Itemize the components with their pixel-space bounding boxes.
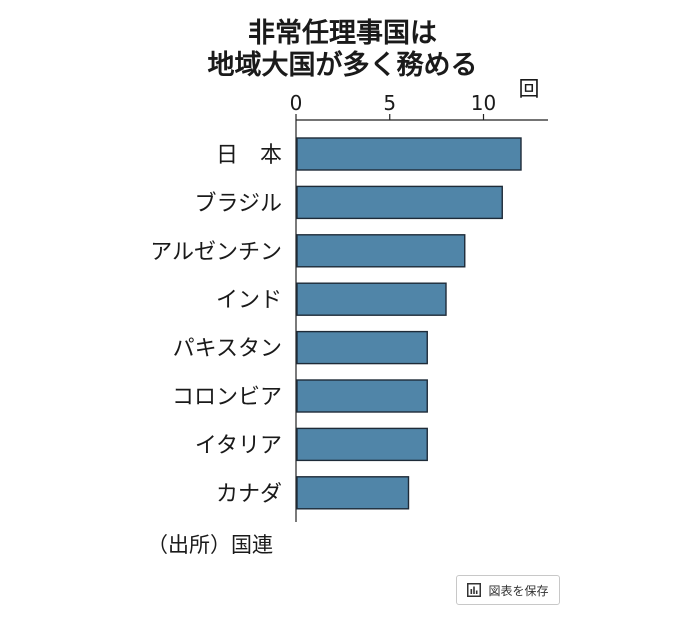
x-tick-label: 0: [290, 91, 303, 115]
save-chart-button[interactable]: 図表を保存: [456, 575, 560, 605]
category-label-7: カナダ: [216, 482, 282, 507]
bar-chart-icon: [467, 583, 482, 597]
bar-4: [296, 330, 428, 365]
category-label-5: コロンビア: [172, 385, 282, 410]
category-label-0: 日 本: [216, 143, 282, 168]
chart-title-line-2: 地域大国が多く務める: [207, 50, 478, 81]
chart-title: 非常任理事国は 地域大国が多く務める: [0, 18, 685, 82]
bar-5: [296, 379, 428, 413]
category-label-4: パキスタン: [173, 337, 282, 362]
source-note: （出所）国連: [147, 533, 273, 557]
x-tick-label: 10: [471, 91, 496, 115]
bar-2: [296, 234, 466, 268]
save-chart-label: 図表を保存: [488, 583, 549, 598]
bar-0: [296, 137, 522, 171]
bar-1: [296, 185, 503, 220]
chart-title-line-1: 非常任理事国は: [248, 18, 437, 49]
bar-6: [296, 427, 428, 462]
category-label-3: インド: [216, 288, 282, 313]
bar-7: [296, 476, 410, 510]
category-label-2: アルゼンチン: [150, 240, 282, 265]
x-axis-unit-label: 回: [519, 77, 540, 101]
x-tick-label: 5: [383, 91, 396, 115]
bar-3: [296, 282, 447, 316]
category-label-6: イタリア: [195, 433, 282, 458]
category-label-1: ブラジル: [194, 191, 282, 216]
